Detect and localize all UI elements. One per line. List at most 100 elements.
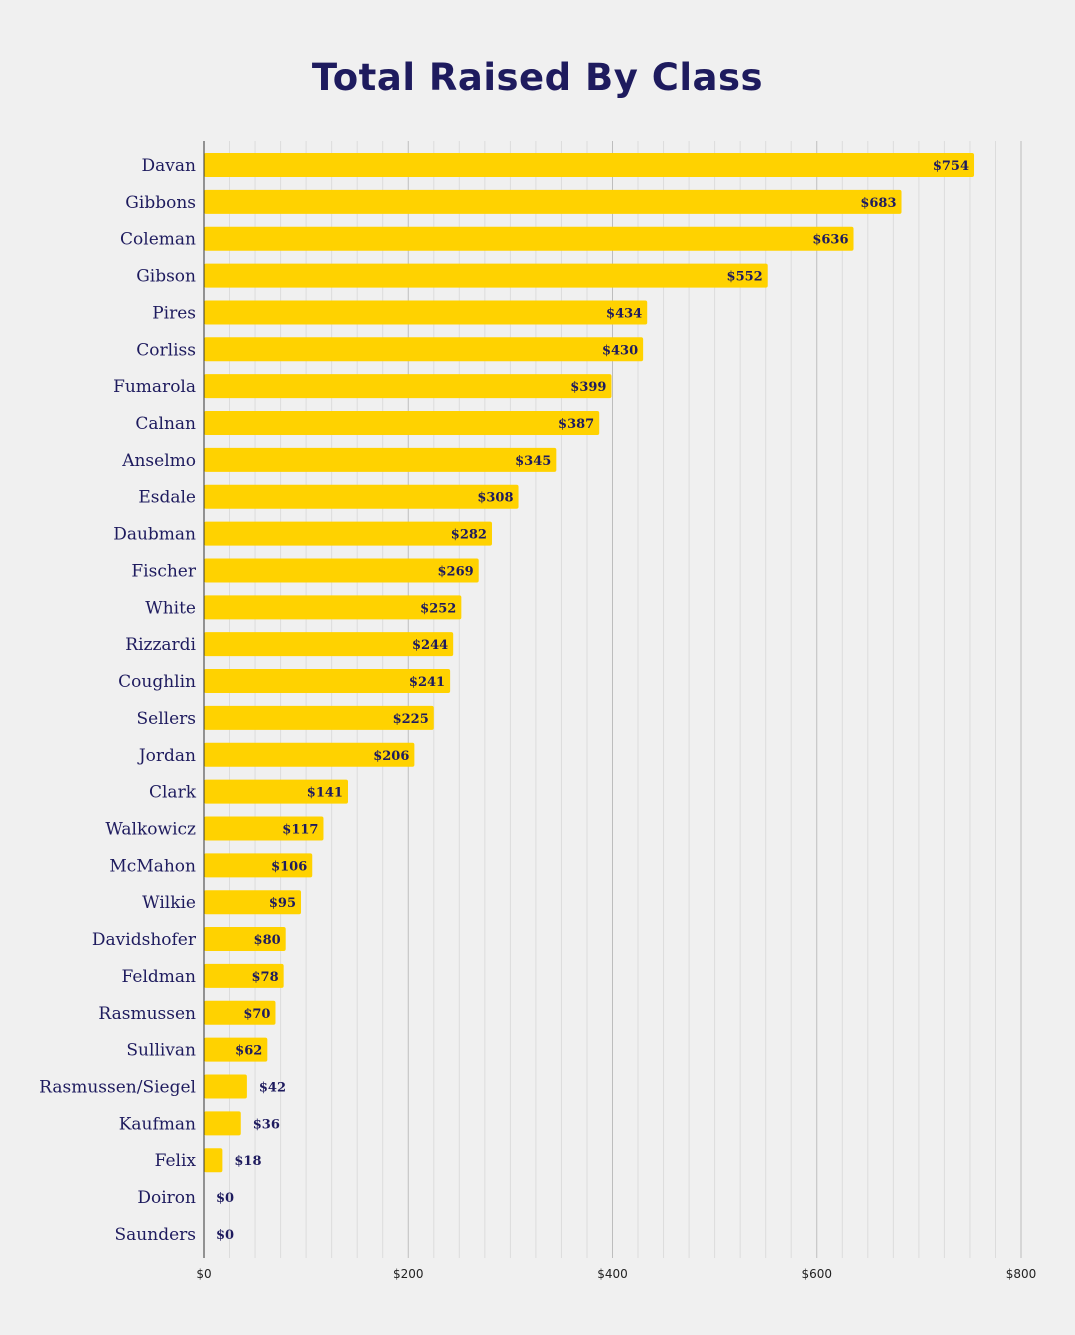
- category-label: Clark: [149, 783, 197, 803]
- bar: [204, 927, 286, 952]
- category-label: Rasmussen: [98, 1004, 196, 1024]
- category-label: Sellers: [137, 709, 197, 729]
- value-label: $430: [602, 343, 638, 358]
- value-label: $387: [558, 417, 594, 432]
- value-label: $683: [860, 196, 896, 211]
- value-label: $117: [282, 822, 318, 837]
- bar: [204, 447, 557, 472]
- bar: [204, 263, 768, 288]
- value-label: $106: [271, 859, 307, 874]
- bar: [204, 742, 415, 767]
- bar: [204, 963, 284, 988]
- value-label: $345: [515, 454, 551, 469]
- category-label: Rizzardi: [125, 635, 196, 655]
- category-label: Fischer: [131, 561, 196, 581]
- value-label: $0: [216, 1191, 234, 1206]
- category-label: Saunders: [115, 1225, 196, 1245]
- value-label: $434: [606, 306, 642, 321]
- value-label: $244: [412, 638, 448, 653]
- bar: [204, 595, 462, 620]
- x-axis-tick-labels: $0 $200 $400 $600 $800: [196, 1267, 1036, 1281]
- value-label: $225: [393, 712, 429, 727]
- value-label: $78: [252, 970, 279, 985]
- bar: [204, 226, 854, 251]
- bar: [204, 1148, 223, 1173]
- x-tick-label: $200: [393, 1267, 424, 1281]
- category-label: Feldman: [122, 967, 197, 987]
- bar: [204, 1000, 276, 1025]
- bar: [204, 337, 644, 362]
- category-label: Daubman: [113, 525, 196, 545]
- bar: [204, 300, 648, 325]
- category-label: Fumarola: [113, 377, 196, 397]
- value-label: $399: [570, 380, 606, 395]
- value-label: $95: [269, 896, 296, 911]
- category-label: Corliss: [136, 340, 196, 360]
- bar: [204, 153, 975, 177]
- category-label: Kaufman: [119, 1114, 196, 1134]
- category-label: Anselmo: [121, 451, 196, 471]
- value-label: $36: [253, 1117, 280, 1132]
- value-labels: $754 $683 $636 $552 $434 $430 $399 $387 $345 $308…: [216, 159, 969, 1243]
- category-label: Esdale: [138, 488, 196, 508]
- bars: [204, 153, 975, 1173]
- bar: [204, 1111, 241, 1136]
- category-labels: Davan Gibbons Coleman Gibson Pires Corliss Fum…: [39, 156, 197, 1245]
- category-label: Coleman: [120, 230, 196, 250]
- category-label: Wilkie: [142, 893, 196, 913]
- category-label: Calnan: [135, 414, 196, 434]
- category-label: Jordan: [137, 746, 196, 766]
- bar: [204, 669, 451, 694]
- category-label: Davidshofer: [92, 930, 197, 950]
- category-label: Sullivan: [126, 1041, 196, 1061]
- value-label: $62: [235, 1044, 262, 1059]
- value-label: $206: [373, 749, 409, 764]
- value-label: $636: [812, 233, 848, 248]
- bar: [204, 1074, 247, 1099]
- bar: [204, 484, 519, 509]
- category-label: McMahon: [109, 856, 196, 876]
- category-label: Davan: [142, 156, 197, 176]
- bar: [204, 890, 302, 915]
- category-label: Coughlin: [118, 672, 196, 692]
- value-label: $241: [409, 675, 445, 690]
- value-label: $269: [438, 564, 474, 579]
- bar: [204, 853, 313, 878]
- bar: [204, 632, 454, 657]
- category-label: Doiron: [137, 1188, 196, 1208]
- category-label: Gibson: [136, 267, 196, 287]
- value-label: $282: [451, 528, 487, 543]
- bar: [204, 521, 492, 546]
- value-label: $70: [243, 1007, 270, 1022]
- value-label: $141: [307, 786, 343, 801]
- grid-lines: [229, 141, 1022, 1258]
- value-label: $754: [933, 159, 969, 174]
- value-label: $308: [477, 491, 513, 506]
- bar: [204, 374, 612, 399]
- x-tick-label: $600: [801, 1267, 832, 1281]
- value-label: $552: [727, 270, 763, 285]
- bar: [204, 816, 324, 841]
- category-label: White: [145, 598, 196, 618]
- bar: [204, 189, 902, 214]
- category-label: Walkowicz: [105, 819, 196, 839]
- value-label: $80: [254, 933, 281, 948]
- bar: [204, 705, 434, 730]
- x-tick-label: $400: [597, 1267, 628, 1281]
- bar: [204, 1037, 268, 1062]
- bar: [204, 411, 600, 436]
- category-label: Rasmussen/Siegel: [39, 1078, 196, 1098]
- category-label: Pires: [152, 303, 196, 323]
- value-label: $0: [216, 1228, 234, 1243]
- bar: [204, 779, 348, 804]
- category-label: Gibbons: [125, 193, 196, 213]
- value-label: $252: [420, 601, 456, 616]
- x-tick-label: $800: [1006, 1267, 1037, 1281]
- category-label: Felix: [155, 1151, 197, 1171]
- x-tick-label: $0: [196, 1267, 211, 1281]
- value-label: $18: [234, 1154, 261, 1169]
- bar: [204, 558, 479, 583]
- value-label: $42: [259, 1081, 286, 1096]
- chart-title: Total Raised By Class: [311, 56, 764, 99]
